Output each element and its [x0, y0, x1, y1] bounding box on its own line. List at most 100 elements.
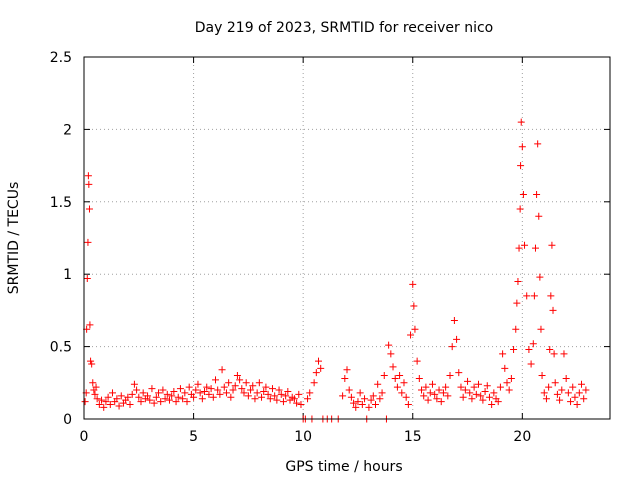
- data-point: [507, 374, 515, 382]
- data-point: [437, 398, 445, 406]
- data-point: [569, 383, 577, 391]
- data-point: [365, 403, 373, 411]
- x-tick-label: 20: [513, 429, 531, 445]
- data-point: [411, 325, 419, 333]
- data-point: [433, 395, 441, 403]
- data-point: [369, 392, 377, 400]
- data-point: [135, 393, 143, 401]
- data-point: [535, 212, 543, 220]
- data-points: [81, 118, 590, 423]
- data-point: [488, 401, 496, 409]
- x-tick-label: 0: [80, 429, 89, 445]
- data-point: [98, 396, 106, 404]
- data-point: [521, 241, 529, 249]
- y-tick-label: 0.5: [50, 340, 72, 356]
- data-point: [575, 389, 583, 397]
- data-point: [404, 401, 412, 409]
- data-point: [547, 292, 555, 300]
- y-tick-label: 1: [63, 267, 72, 283]
- data-point: [183, 398, 191, 406]
- data-point: [148, 385, 156, 393]
- data-point: [106, 401, 114, 409]
- data-point: [205, 390, 213, 398]
- data-point: [410, 302, 418, 310]
- data-point: [209, 393, 217, 401]
- data-point: [494, 398, 502, 406]
- data-point: [277, 390, 285, 398]
- data-point: [196, 389, 204, 397]
- data-point: [293, 399, 301, 407]
- data-point: [225, 379, 233, 387]
- data-point: [113, 395, 121, 403]
- x-tick-label: 10: [294, 429, 312, 445]
- x-axis-label: GPS time / hours: [285, 459, 402, 475]
- data-point: [310, 379, 318, 387]
- data-point: [247, 386, 255, 394]
- data-point: [201, 387, 209, 395]
- data-point: [295, 390, 303, 398]
- data-point: [85, 205, 93, 213]
- data-point: [146, 396, 154, 404]
- data-point: [222, 389, 230, 397]
- data-point: [347, 393, 355, 401]
- data-point: [93, 395, 101, 403]
- data-point: [271, 392, 279, 400]
- data-point: [95, 401, 103, 409]
- data-point: [345, 386, 353, 394]
- data-point: [534, 140, 542, 148]
- data-point: [415, 374, 423, 382]
- grid: [84, 57, 610, 419]
- data-point: [152, 393, 160, 401]
- data-point: [279, 398, 287, 406]
- data-point: [510, 345, 518, 353]
- data-point: [455, 369, 463, 377]
- data-point: [144, 392, 152, 400]
- data-point: [548, 241, 556, 249]
- data-point: [470, 383, 478, 391]
- data-point: [515, 244, 523, 252]
- data-point: [385, 341, 393, 349]
- data-point: [582, 386, 590, 394]
- data-point: [380, 372, 388, 380]
- data-point: [536, 273, 544, 281]
- data-point: [550, 350, 558, 358]
- data-point: [92, 383, 100, 391]
- data-point: [402, 393, 410, 401]
- data-point: [448, 343, 456, 351]
- data-point: [306, 389, 314, 397]
- data-point: [240, 389, 248, 397]
- data-point: [428, 380, 436, 388]
- data-point: [442, 383, 450, 391]
- data-point: [227, 393, 235, 401]
- data-point: [538, 372, 546, 380]
- data-point: [519, 191, 527, 199]
- data-point: [266, 395, 274, 403]
- data-point: [181, 389, 189, 397]
- data-point: [549, 306, 557, 314]
- data-point: [376, 395, 384, 403]
- data-point: [350, 399, 358, 407]
- data-point: [393, 383, 401, 391]
- data-point: [130, 380, 138, 388]
- y-axis-label: SRMTID / TECUs: [6, 182, 22, 295]
- data-point: [422, 383, 430, 391]
- data-point: [150, 399, 158, 407]
- data-point: [192, 386, 200, 394]
- data-point: [244, 392, 252, 400]
- data-point: [356, 389, 364, 397]
- y-tick-label: 0: [63, 412, 72, 428]
- data-point: [466, 389, 474, 397]
- data-point: [273, 396, 281, 404]
- data-point: [194, 380, 202, 388]
- data-point: [172, 398, 180, 406]
- data-point: [533, 191, 541, 199]
- data-point: [396, 372, 404, 380]
- data-point: [220, 383, 228, 391]
- data-point: [339, 392, 347, 400]
- data-point: [389, 363, 397, 371]
- data-point: [459, 393, 467, 401]
- data-point: [439, 389, 447, 397]
- data-point: [477, 392, 485, 400]
